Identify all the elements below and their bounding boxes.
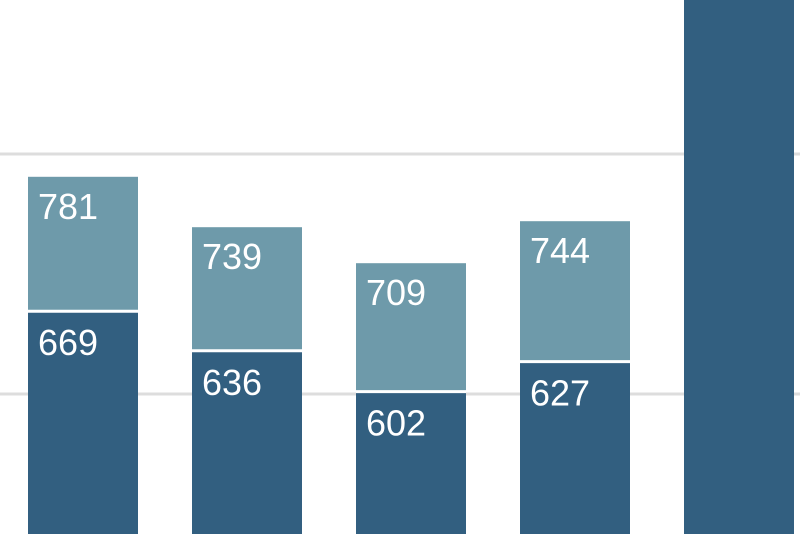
bar-2-dark [356,391,466,534]
bar-0-light-label: 781 [38,186,98,227]
bar-3-dark-label: 627 [530,373,590,414]
bar-0-dark-label: 669 [38,322,98,363]
bar-1-dark [192,350,302,534]
bar-4-overflow [684,0,794,534]
bar-0-dark [28,311,138,534]
bar-1-dark-label: 636 [202,362,262,403]
bars [28,0,794,534]
bar-1-light-label: 739 [202,236,262,277]
bar-3-dark [520,361,630,534]
bar-2-light-label: 709 [366,272,426,313]
bar-3-light-label: 744 [530,230,590,271]
data-labels: 781 669 739 636 709 602 744 627 [38,186,590,444]
bar-2-dark-label: 602 [366,403,426,444]
